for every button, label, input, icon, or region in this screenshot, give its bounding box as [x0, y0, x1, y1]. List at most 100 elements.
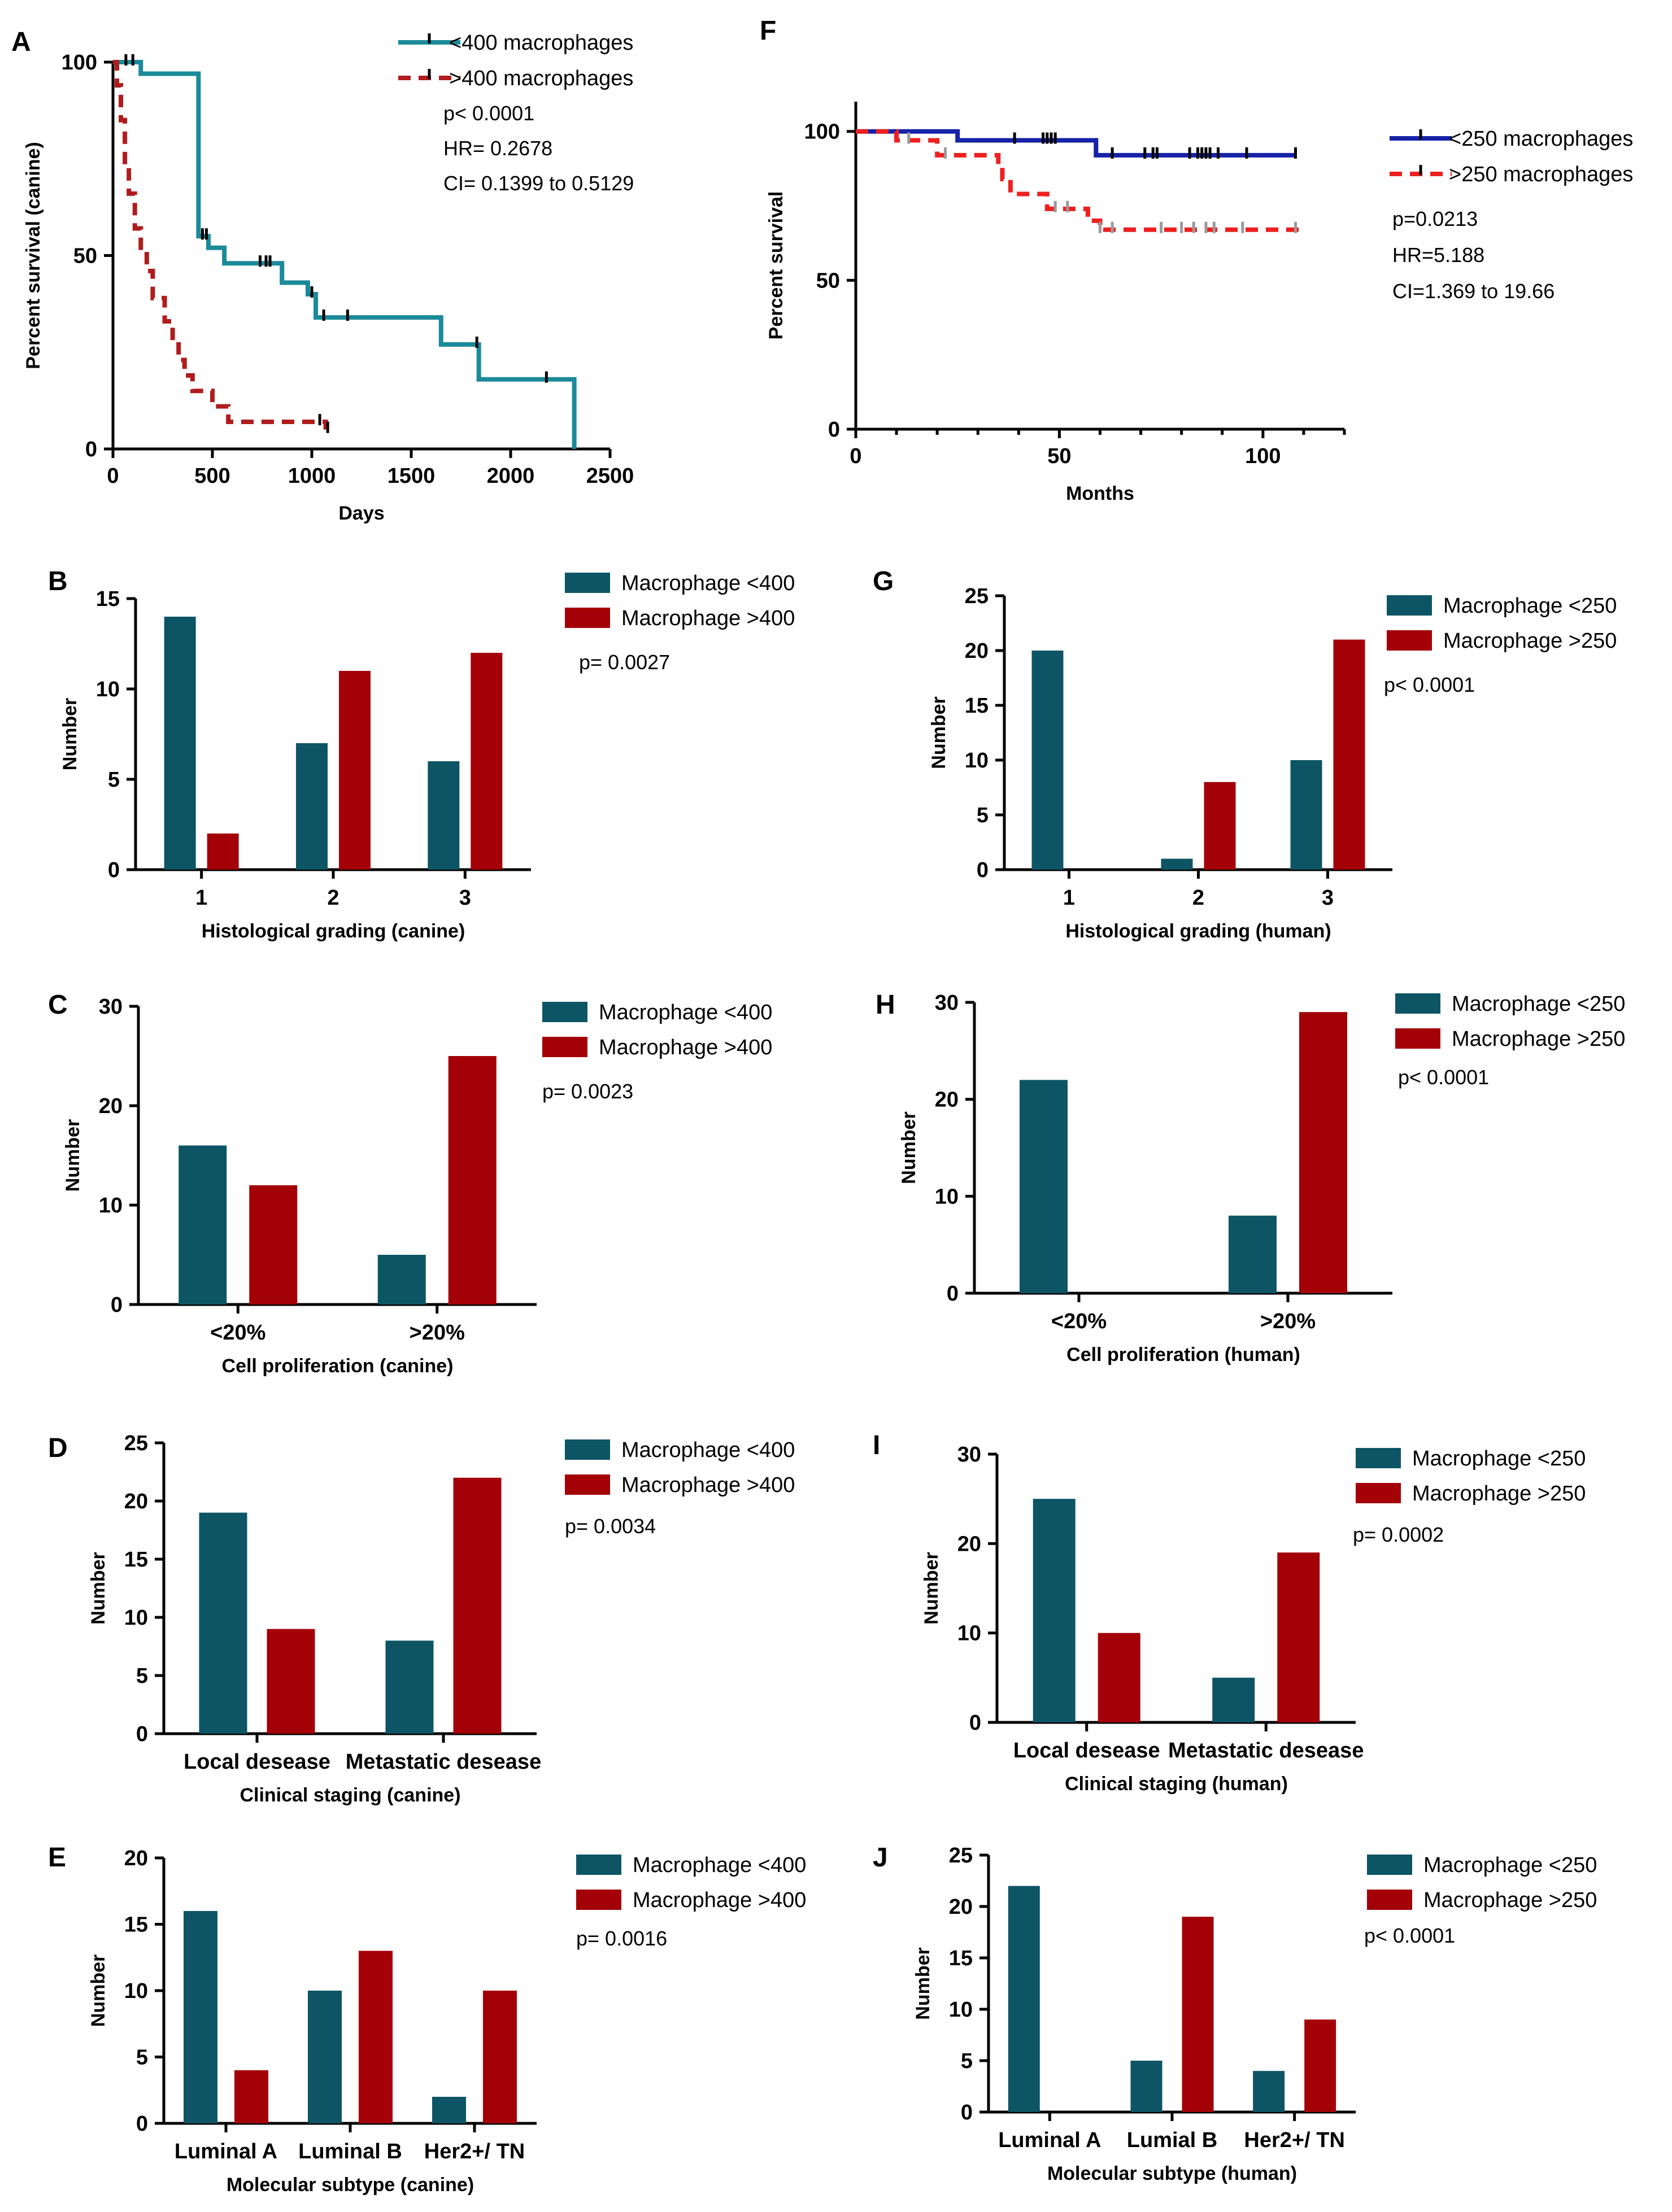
bar-high: [448, 1056, 497, 1304]
bar-high: [471, 653, 503, 870]
y-tick-label: 20: [99, 1094, 123, 1118]
bar-low: [296, 743, 328, 870]
x-tick-label: Metastatic desease: [346, 1750, 541, 1774]
y-tick-label: 50: [816, 269, 840, 293]
x-tick-label: Local desease: [184, 1750, 330, 1774]
y-tick-label: 10: [124, 1606, 148, 1630]
stat-text: HR=5.188: [1392, 243, 1484, 267]
stat-text: CI= 0.1399 to 0.5129: [443, 172, 634, 195]
bar-low: [1130, 2061, 1162, 2112]
legend-swatch: [576, 1890, 621, 1910]
bar-low: [164, 617, 196, 870]
y-axis-label: Percent survival (canine): [23, 142, 44, 369]
bar-low: [1161, 858, 1193, 870]
y-axis-label: Number: [921, 1552, 942, 1624]
p-value: p= 0.0023: [542, 1080, 633, 1103]
bar-high: [1304, 2019, 1336, 2112]
legend-label: Macrophage >400: [621, 1473, 795, 1497]
x-tick-label: <20%: [210, 1321, 265, 1345]
x-axis-label: Clinical staging (human): [1065, 1773, 1288, 1795]
x-axis-label: Clinical staging (canine): [240, 1785, 460, 1806]
panel-letter: F: [760, 16, 776, 46]
p-value: p= 0.0002: [1353, 1523, 1444, 1546]
bar-low: [428, 761, 460, 870]
x-tick-label: Local desease: [1013, 1739, 1160, 1762]
y-tick-label: 0: [136, 2112, 148, 2136]
y-tick-label: 25: [949, 1844, 973, 1868]
legend-label: Macrophage >400: [599, 1036, 772, 1059]
y-tick-label: 50: [73, 245, 97, 268]
x-axis-label: Molecular subtype (canine): [227, 2174, 474, 2196]
legend-label: Macrophage >400: [633, 1888, 806, 1912]
y-axis-label: Number: [88, 1954, 109, 2027]
x-tick-label: 2: [1192, 886, 1204, 910]
legend-swatch: [1395, 1028, 1440, 1049]
y-tick-label: 30: [99, 995, 123, 1019]
p-value: p= 0.0016: [576, 1927, 667, 1950]
legend-swatch: [565, 608, 610, 628]
y-tick-label: 15: [124, 1913, 148, 1937]
x-tick-label: >20%: [1260, 1310, 1316, 1333]
y-tick-label: 0: [947, 1282, 959, 1306]
bar-high: [453, 1477, 502, 1734]
y-tick-label: 20: [124, 1847, 148, 1870]
panel-letter: A: [11, 27, 31, 57]
panel-a: A 0 50 100 Percent survival (canine) 0 500 1000…: [11, 27, 634, 524]
y-tick-label: 20: [949, 1895, 973, 1919]
legend-label: Macrophage <400: [621, 1438, 795, 1462]
legend-label: Macrophage <250: [1452, 992, 1625, 1016]
legend-label: Macrophage <400: [599, 1001, 772, 1024]
y-tick-label: 0: [85, 438, 97, 461]
legend-swatch: [542, 1037, 587, 1057]
legend-label: Macrophage >250: [1443, 629, 1617, 653]
x-tick-label: Luminal B: [298, 2140, 402, 2163]
x-tick-label: 3: [459, 886, 471, 910]
x-tick-label: Luminal A: [175, 2140, 277, 2163]
x-axis-label: Cell proliferation (canine): [222, 1355, 454, 1377]
y-tick-label: 10: [99, 1194, 123, 1218]
legend-swatch: [576, 1855, 621, 1875]
y-tick-label: 20: [957, 1532, 981, 1556]
legend-label: >400 macrophages: [449, 67, 633, 90]
panel-letter: H: [876, 990, 895, 1020]
legend-swatch: [542, 1002, 587, 1022]
bar-low: [385, 1641, 434, 1734]
legend-label: >250 macrophages: [1449, 163, 1633, 186]
x-tick-label: 2500: [586, 464, 634, 488]
x-axis-label: Months: [1066, 483, 1134, 504]
y-tick-label: 10: [96, 678, 120, 701]
x-tick-label: Lumial B: [1127, 2128, 1217, 2152]
legend-swatch: [565, 1474, 610, 1495]
y-tick-label: 25: [124, 1432, 148, 1455]
panel-d: D 0 5 10 15 20 25 Number Local desease Metastatic…: [48, 1432, 795, 1806]
bar-low: [1031, 651, 1064, 870]
y-tick-label: 15: [96, 587, 120, 611]
y-tick-label: 0: [108, 858, 120, 882]
bar-high: [1277, 1552, 1320, 1722]
bar-low: [432, 2097, 466, 2123]
panel-e: E 0 5 10 15 20 Number Luminal A Luminal B Her2+/ …: [48, 1843, 806, 2196]
y-tick-label: 25: [965, 584, 989, 608]
p-value: p< 0.0001: [1398, 1066, 1489, 1089]
bar-low: [1008, 1886, 1040, 2112]
y-tick-label: 10: [124, 1979, 148, 2003]
legend-swatch: [565, 573, 610, 593]
legend-label: Macrophage >250: [1423, 1888, 1597, 1912]
y-axis-label: Number: [62, 1119, 84, 1192]
x-tick-label: 1: [1063, 886, 1075, 910]
x-axis-label: Days: [338, 503, 384, 524]
panel-letter: J: [873, 1843, 888, 1873]
y-tick-label: 0: [136, 1722, 148, 1746]
p-value: p< 0.0001: [1364, 1924, 1455, 1947]
legend-label: Macrophage >400: [621, 607, 795, 630]
y-axis-label: Number: [88, 1552, 109, 1624]
bar-low: [199, 1512, 247, 1734]
bar-low: [1020, 1080, 1068, 1293]
bar-low: [1253, 2071, 1285, 2112]
x-tick-label: 500: [194, 464, 230, 488]
y-tick-label: 10: [957, 1622, 981, 1646]
y-tick-label: 20: [965, 639, 989, 663]
panel-g: G 0 5 10 15 20 25 Number 1 2 3 Histological grading…: [873, 566, 1617, 942]
legend-swatch: [565, 1439, 610, 1460]
